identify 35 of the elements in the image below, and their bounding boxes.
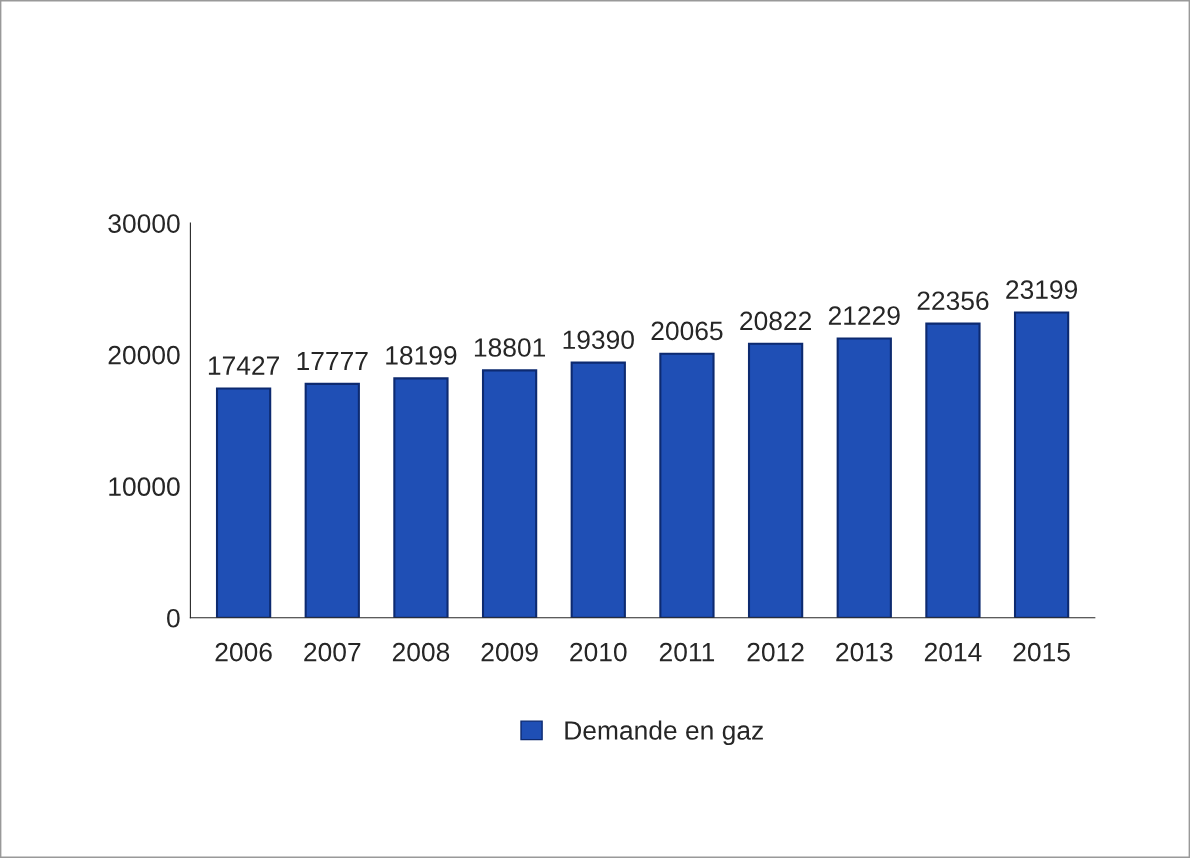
y-tick-label: 20000 [108, 345, 180, 365]
data-label: 19390 [563, 330, 634, 350]
bar [1013, 311, 1070, 618]
bar [304, 382, 360, 618]
x-tick-label: 2007 [304, 642, 361, 662]
y-tick-label: 0 [167, 608, 180, 628]
data-label: 20065 [651, 321, 723, 341]
data-label: 18199 [386, 346, 457, 365]
x-tick-label: 2010 [570, 642, 627, 662]
data-label: 20822 [740, 311, 811, 331]
bar [570, 361, 626, 618]
bar [215, 387, 272, 618]
x-tick-label: 2006 [215, 642, 272, 662]
x-tick-label: 2014 [924, 642, 982, 662]
x-tick-label: 2012 [747, 642, 804, 662]
x-tick-label: 2009 [481, 642, 538, 662]
x-tick-label: 2008 [392, 642, 450, 662]
bar [747, 342, 804, 618]
bar [836, 337, 892, 618]
bar [659, 352, 715, 618]
data-label: 17427 [208, 356, 279, 375]
data-label: 18801 [474, 338, 546, 357]
bar [925, 322, 981, 618]
data-label: 17777 [297, 351, 368, 371]
y-tick-label: 10000 [109, 477, 180, 497]
legend-label: Demande en gaz [565, 720, 763, 746]
y-tick-label: 30000 [108, 214, 180, 233]
x-tick-label: 2015 [1013, 642, 1070, 662]
bar [393, 377, 449, 618]
data-label: 22356 [917, 291, 989, 311]
data-label: 21229 [828, 306, 900, 325]
x-tick-label: 2013 [836, 642, 893, 662]
data-label: 23199 [1006, 280, 1078, 299]
x-tick-label: 2011 [659, 642, 715, 662]
bar [481, 369, 538, 618]
